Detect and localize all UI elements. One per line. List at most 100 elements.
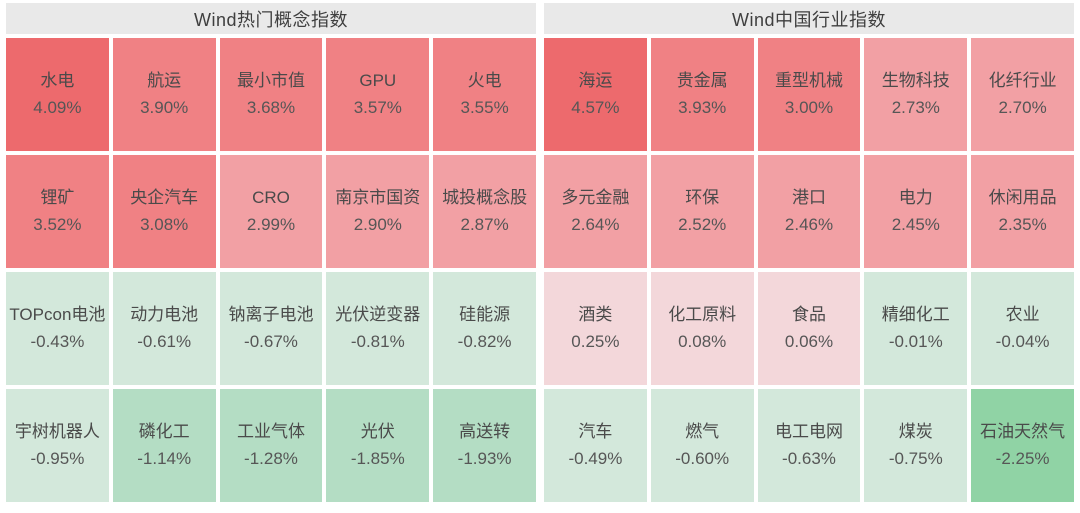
cell-change-percent: 2.45%	[891, 214, 940, 234]
cell-index-name: 高送转	[459, 422, 511, 442]
heatmap-cell[interactable]: GPU 3.57%	[326, 38, 430, 151]
cell-change-percent: -0.01%	[888, 331, 943, 351]
panel-hot-concept-indices: Wind热门概念指数 水电 4.09% 航运 3.90% 最小市值 3.68% GPU 3.5…	[6, 3, 536, 507]
cell-index-name: 火电	[467, 71, 502, 91]
cell-change-percent: 2.35%	[998, 214, 1047, 234]
heatmap-cell[interactable]: 光伏 -1.85%	[326, 389, 430, 502]
heatmap-cell[interactable]: CRO 2.99%	[219, 155, 323, 268]
cell-change-percent: 0.06%	[784, 331, 834, 351]
cell-change-percent: -0.49%	[568, 448, 623, 468]
cell-change-percent: 0.25%	[571, 331, 620, 351]
heatmap-cell[interactable]: 石油天然气 -2.25%	[971, 389, 1074, 502]
heatmap-cell[interactable]: 南京市国资 2.90%	[326, 155, 430, 268]
cell-change-percent: -0.04%	[995, 331, 1050, 351]
heatmap-cell[interactable]: 精细化工 -0.01%	[864, 272, 968, 385]
heatmap-cell[interactable]: 贵金属 3.93%	[650, 38, 754, 151]
cell-index-name: 化纤行业	[988, 71, 1057, 91]
cell-index-name: 城投概念股	[442, 188, 528, 208]
heatmap-cell[interactable]: 航运 3.90%	[112, 38, 216, 151]
heatmap-cell[interactable]: 煤炭 -0.75%	[864, 389, 968, 502]
cell-index-name: 多元金融	[561, 188, 630, 208]
cell-index-name: 煤炭	[898, 422, 933, 442]
heatmap-cell[interactable]: 磷化工 -1.14%	[112, 389, 216, 502]
cell-change-percent: -1.28%	[244, 448, 298, 468]
heatmap-cell[interactable]: 工业气体 -1.28%	[219, 389, 323, 502]
heatmap-cell[interactable]: 光伏逆变器 -0.81%	[326, 272, 430, 385]
heatmap-cell[interactable]: 动力电池 -0.61%	[112, 272, 216, 385]
heatmap-cell[interactable]: 最小市值 3.68%	[219, 38, 323, 151]
heatmap-cell[interactable]: 生物科技 2.73%	[864, 38, 968, 151]
cell-index-name: 生物科技	[881, 71, 950, 91]
cell-index-name: 钠离子电池	[228, 305, 314, 325]
heatmap-cell[interactable]: 港口 2.46%	[757, 155, 861, 268]
cell-index-name: 最小市值	[236, 71, 305, 91]
heatmap-cell[interactable]: 宇树机器人 -0.95%	[6, 389, 109, 502]
cell-change-percent: 2.70%	[998, 97, 1047, 117]
cell-index-name: 光伏逆变器	[335, 305, 421, 325]
cell-change-percent: 2.64%	[571, 214, 620, 234]
heatmap-cell[interactable]: 酒类 0.25%	[544, 272, 647, 385]
heatmap-cell[interactable]: 海运 4.57%	[544, 38, 647, 151]
heatmap-cell[interactable]: TOPcon电池 -0.43%	[6, 272, 109, 385]
cell-change-percent: 3.57%	[353, 97, 402, 117]
heatmap-cell[interactable]: 硅能源 -0.82%	[433, 272, 536, 385]
heatmap-cell[interactable]: 锂矿 3.52%	[6, 155, 109, 268]
cell-index-name: 磷化工	[138, 422, 190, 442]
cell-index-name: CRO	[252, 188, 290, 208]
panel-china-industry-indices: Wind中国行业指数 海运 4.57% 贵金属 3.93% 重型机械 3.00% 生物科技 2…	[544, 3, 1074, 507]
cell-index-name: 动力电池	[130, 305, 199, 325]
cell-change-percent: -0.95%	[30, 448, 85, 468]
cell-index-name: 食品	[791, 305, 826, 325]
cell-index-name: 南京市国资	[335, 188, 421, 208]
heatmap-cell[interactable]: 电力 2.45%	[864, 155, 968, 268]
heatmap-cell[interactable]: 环保 2.52%	[650, 155, 754, 268]
heatmap-cell[interactable]: 电工电网 -0.63%	[757, 389, 861, 502]
heatmap-cell[interactable]: 食品 0.06%	[757, 272, 861, 385]
cell-index-name: 电力	[898, 188, 933, 208]
cell-change-percent: 2.73%	[891, 97, 940, 117]
cell-change-percent: 3.93%	[678, 97, 727, 117]
cell-index-name: 酒类	[578, 305, 613, 325]
heatmap-cell[interactable]: 多元金融 2.64%	[544, 155, 647, 268]
cell-index-name: 燃气	[685, 422, 720, 442]
cell-change-percent: -1.93%	[457, 448, 512, 468]
cell-change-percent: 3.00%	[784, 97, 834, 117]
cell-change-percent: 0.08%	[678, 331, 727, 351]
cell-change-percent: 3.08%	[140, 214, 189, 234]
cell-index-name: 汽车	[578, 422, 613, 442]
cell-change-percent: 3.55%	[460, 97, 509, 117]
cell-change-percent: -0.60%	[675, 448, 730, 468]
heatmap-cell[interactable]: 重型机械 3.00%	[757, 38, 861, 151]
heatmap-cell[interactable]: 钠离子电池 -0.67%	[219, 272, 323, 385]
heatmap-grid: 海运 4.57% 贵金属 3.93% 重型机械 3.00% 生物科技 2.73% 化纤行业 2.7…	[544, 38, 1074, 502]
cell-change-percent: 2.87%	[460, 214, 509, 234]
heatmap-cell[interactable]: 农业 -0.04%	[971, 272, 1074, 385]
heatmap-cell[interactable]: 城投概念股 2.87%	[433, 155, 536, 268]
cell-index-name: 水电	[40, 71, 75, 91]
cell-index-name: 化工原料	[668, 305, 737, 325]
cell-index-name: 工业气体	[236, 422, 305, 442]
cell-index-name: GPU	[359, 71, 397, 91]
cell-change-percent: 4.57%	[571, 97, 620, 117]
heatmap-cell[interactable]: 燃气 -0.60%	[650, 389, 754, 502]
cell-change-percent: 2.99%	[246, 214, 296, 234]
cell-index-name: 硅能源	[459, 305, 511, 325]
heatmap-cell[interactable]: 汽车 -0.49%	[544, 389, 647, 502]
heatmap-cell[interactable]: 水电 4.09%	[6, 38, 109, 151]
cell-index-name: 光伏	[360, 422, 395, 442]
cell-index-name: TOPcon电池	[9, 305, 106, 325]
heatmap-cell[interactable]: 化工原料 0.08%	[650, 272, 754, 385]
cell-change-percent: -0.43%	[30, 331, 85, 351]
cell-change-percent: -0.67%	[244, 331, 298, 351]
cell-index-name: 港口	[791, 188, 826, 208]
heatmap-cell[interactable]: 休闲用品 2.35%	[971, 155, 1074, 268]
cell-change-percent: 2.52%	[678, 214, 727, 234]
heatmap-cell[interactable]: 央企汽车 3.08%	[112, 155, 216, 268]
heatmap-cell[interactable]: 高送转 -1.93%	[433, 389, 536, 502]
cell-index-name: 锂矿	[40, 188, 75, 208]
heatmap-cell[interactable]: 化纤行业 2.70%	[971, 38, 1074, 151]
heatmap-cell[interactable]: 火电 3.55%	[433, 38, 536, 151]
cell-change-percent: -0.82%	[457, 331, 512, 351]
cell-change-percent: 3.52%	[33, 214, 82, 234]
